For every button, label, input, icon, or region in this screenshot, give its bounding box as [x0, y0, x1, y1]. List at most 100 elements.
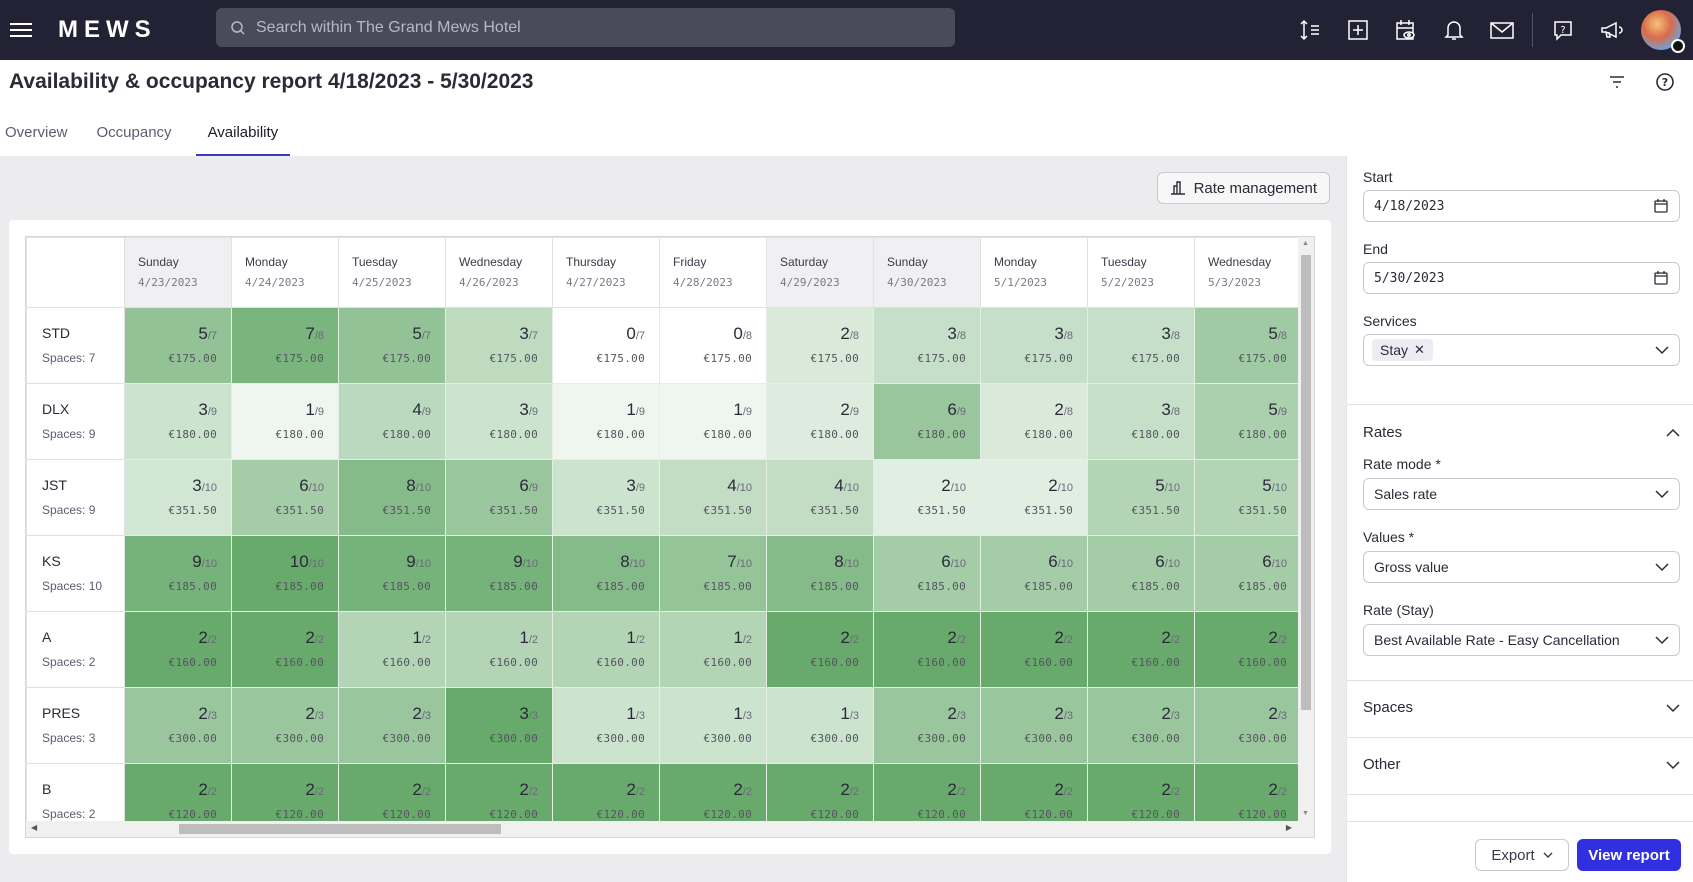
availability-cell[interactable]: 2/2 €160.00: [873, 611, 981, 688]
availability-cell[interactable]: 2/3 €300.00: [124, 687, 232, 764]
mail-icon[interactable]: [1478, 6, 1526, 54]
availability-cell[interactable]: 2/2 €160.00: [1194, 611, 1302, 688]
availability-cell[interactable]: 10/10 €185.00: [231, 535, 339, 612]
rate-management-button[interactable]: Rate management: [1156, 172, 1330, 204]
availability-cell[interactable]: 0/8 €175.00: [659, 307, 767, 384]
availability-cell[interactable]: 5/7 €175.00: [338, 307, 446, 384]
availability-cell[interactable]: 2/2 €160.00: [124, 611, 232, 688]
calendar-eye-icon[interactable]: [1382, 6, 1430, 54]
availability-cell[interactable]: 0/7 €175.00: [552, 307, 660, 384]
spaces-section-header[interactable]: Spaces: [1363, 699, 1680, 716]
availability-cell[interactable]: 1/9 €180.00: [659, 383, 767, 460]
availability-cell[interactable]: 2/3 €300.00: [980, 687, 1088, 764]
availability-cell[interactable]: 8/10 €185.00: [552, 535, 660, 612]
availability-cell[interactable]: 5/10 €351.50: [1087, 459, 1195, 536]
tab-occupancy[interactable]: Occupancy: [96, 124, 172, 141]
scroll-down-icon[interactable]: ▼: [1302, 810, 1309, 817]
availability-cell[interactable]: 6/9 €180.00: [873, 383, 981, 460]
availability-cell[interactable]: 2/9 €180.00: [766, 383, 874, 460]
user-avatar[interactable]: [1641, 10, 1685, 53]
availability-cell[interactable]: 1/3 €300.00: [659, 687, 767, 764]
availability-cell[interactable]: 6/10 €185.00: [1194, 535, 1302, 612]
mews-logo[interactable]: MEWS: [58, 16, 157, 43]
scroll-right-icon[interactable]: ▶: [1285, 823, 1292, 832]
availability-cell[interactable]: 1/2 €160.00: [659, 611, 767, 688]
availability-cell[interactable]: 3/9 €180.00: [445, 383, 553, 460]
availability-cell[interactable]: 4/10 €351.50: [659, 459, 767, 536]
availability-cell[interactable]: 6/9 €351.50: [445, 459, 553, 536]
availability-cell[interactable]: 2/2 €160.00: [980, 611, 1088, 688]
scroll-left-icon[interactable]: ◀: [31, 823, 38, 832]
availability-cell[interactable]: 3/8 €180.00: [1087, 383, 1195, 460]
tab-overview[interactable]: Overview: [5, 124, 68, 141]
add-square-icon[interactable]: [1334, 6, 1382, 54]
filter-icon[interactable]: [1605, 70, 1629, 94]
end-date-field[interactable]: 5/30/2023: [1363, 262, 1680, 294]
menu-icon[interactable]: [10, 19, 32, 41]
availability-cell[interactable]: 2/10 €351.50: [873, 459, 981, 536]
availability-cell[interactable]: 1/2 €160.00: [445, 611, 553, 688]
vertical-scroll-thumb[interactable]: [1301, 255, 1311, 710]
availability-cell[interactable]: 3/8 €175.00: [980, 307, 1088, 384]
availability-cell[interactable]: 5/8 €175.00: [1194, 307, 1302, 384]
availability-cell[interactable]: 5/10 €351.50: [1194, 459, 1302, 536]
availability-cell[interactable]: 1/9 €180.00: [552, 383, 660, 460]
availability-cell[interactable]: 6/10 €185.00: [1087, 535, 1195, 612]
other-section-header[interactable]: Other: [1363, 756, 1680, 773]
availability-cell[interactable]: 1/2 €160.00: [338, 611, 446, 688]
sort-lines-icon[interactable]: [1286, 6, 1334, 54]
availability-cell[interactable]: 5/7 €175.00: [124, 307, 232, 384]
availability-cell[interactable]: 2/3 €300.00: [1194, 687, 1302, 764]
availability-cell[interactable]: 1/9 €180.00: [231, 383, 339, 460]
availability-cell[interactable]: 7/8 €175.00: [231, 307, 339, 384]
availability-cell[interactable]: 3/3 €300.00: [445, 687, 553, 764]
availability-cell[interactable]: 4/10 €351.50: [766, 459, 874, 536]
availability-cell[interactable]: 2/3 €300.00: [338, 687, 446, 764]
availability-cell[interactable]: 2/10 €351.50: [980, 459, 1088, 536]
availability-cell[interactable]: 9/10 €185.00: [338, 535, 446, 612]
availability-cell[interactable]: 6/10 €351.50: [231, 459, 339, 536]
availability-cell[interactable]: 3/10 €351.50: [124, 459, 232, 536]
availability-cell[interactable]: 2/3 €300.00: [231, 687, 339, 764]
bell-icon[interactable]: [1430, 6, 1478, 54]
values-select[interactable]: Gross value: [1363, 551, 1680, 583]
megaphone-icon[interactable]: [1587, 6, 1635, 54]
availability-cell[interactable]: 3/9 €180.00: [124, 383, 232, 460]
search-box[interactable]: [216, 8, 955, 47]
availability-cell[interactable]: 3/9 €351.50: [552, 459, 660, 536]
availability-cell[interactable]: 2/8 €180.00: [980, 383, 1088, 460]
availability-cell[interactable]: 3/7 €175.00: [445, 307, 553, 384]
remove-chip-icon[interactable]: ✕: [1414, 342, 1425, 357]
horizontal-scroll-thumb[interactable]: [179, 824, 501, 834]
availability-cell[interactable]: 2/3 €300.00: [1087, 687, 1195, 764]
rate-stay-select[interactable]: Best Available Rate - Easy Cancellation: [1363, 624, 1680, 656]
start-date-field[interactable]: 4/18/2023: [1363, 190, 1680, 222]
services-select[interactable]: Stay ✕: [1363, 334, 1680, 366]
availability-cell[interactable]: 8/10 €185.00: [766, 535, 874, 612]
view-report-button[interactable]: View report: [1577, 839, 1681, 871]
tab-availability[interactable]: Availability: [195, 116, 291, 156]
availability-cell[interactable]: 1/3 €300.00: [766, 687, 874, 764]
horizontal-scrollbar[interactable]: ◀ ▶: [26, 821, 1314, 837]
availability-cell[interactable]: 2/2 €160.00: [231, 611, 339, 688]
availability-cell[interactable]: 5/9 €180.00: [1194, 383, 1302, 460]
availability-cell[interactable]: 1/3 €300.00: [552, 687, 660, 764]
rates-section-header[interactable]: Rates: [1363, 424, 1680, 441]
help-circle-icon[interactable]: ?: [1653, 70, 1677, 94]
availability-cell[interactable]: 7/10 €185.00: [659, 535, 767, 612]
rate-mode-select[interactable]: Sales rate: [1363, 478, 1680, 510]
help-chat-icon[interactable]: ?: [1539, 6, 1587, 54]
availability-cell[interactable]: 6/10 €185.00: [980, 535, 1088, 612]
search-input[interactable]: [256, 18, 856, 37]
availability-cell[interactable]: 4/9 €180.00: [338, 383, 446, 460]
availability-cell[interactable]: 8/10 €351.50: [338, 459, 446, 536]
availability-cell[interactable]: 1/2 €160.00: [552, 611, 660, 688]
availability-cell[interactable]: 2/2 €160.00: [766, 611, 874, 688]
scroll-up-icon[interactable]: ▲: [1302, 240, 1309, 247]
export-button[interactable]: Export: [1475, 839, 1569, 871]
availability-cell[interactable]: 3/8 €175.00: [1087, 307, 1195, 384]
availability-cell[interactable]: 3/8 €175.00: [873, 307, 981, 384]
availability-cell[interactable]: 9/10 €185.00: [124, 535, 232, 612]
availability-cell[interactable]: 6/10 €185.00: [873, 535, 981, 612]
availability-cell[interactable]: 2/2 €160.00: [1087, 611, 1195, 688]
